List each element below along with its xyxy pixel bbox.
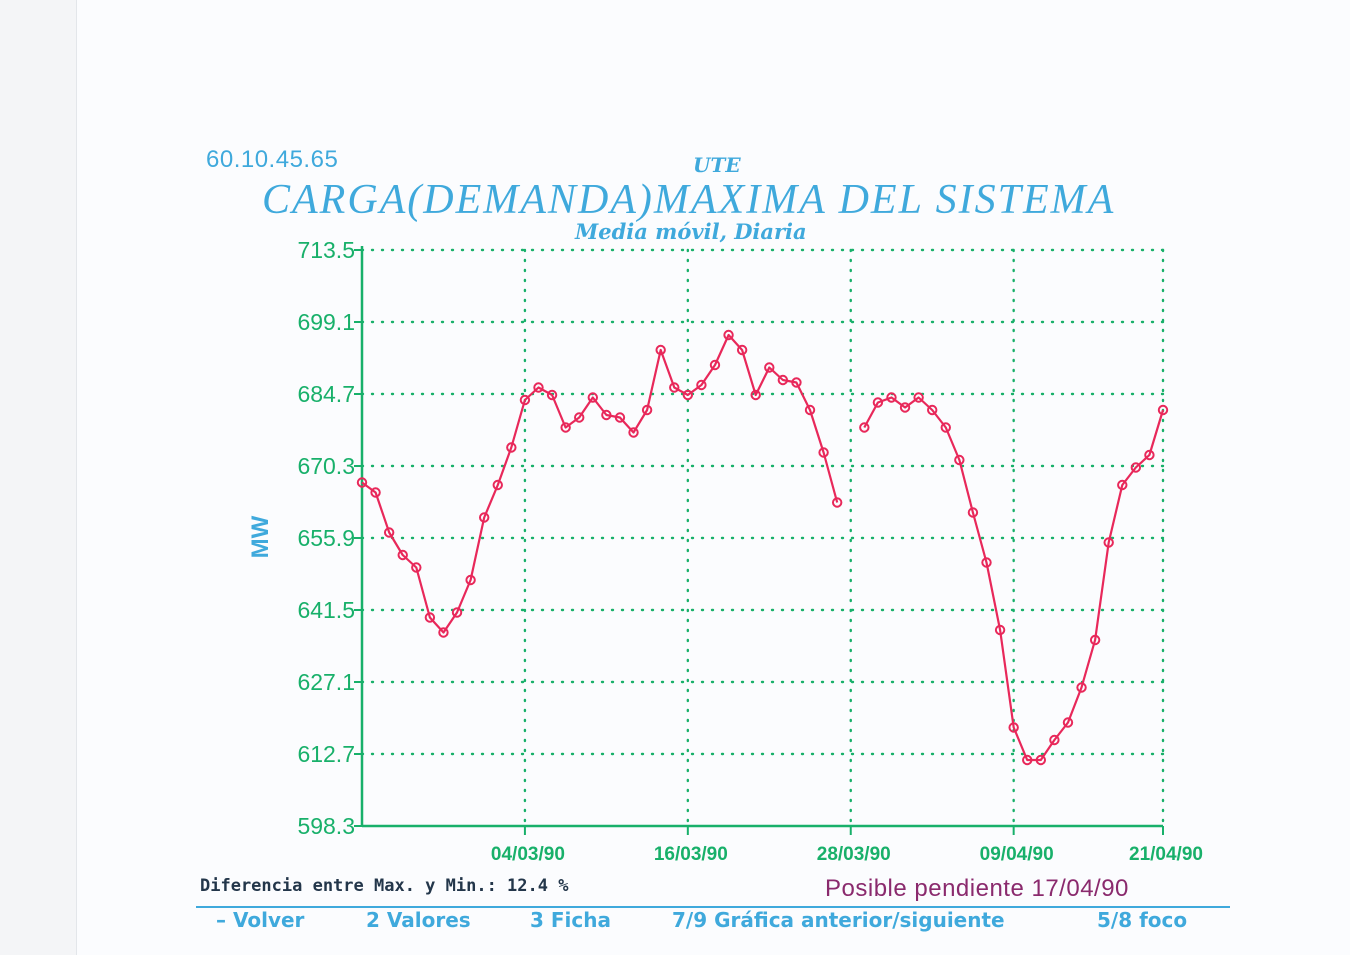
- y-tick-label: 670.3: [297, 453, 355, 479]
- data-point: [994, 624, 1006, 636]
- data-point: [791, 377, 802, 388]
- data-point: [519, 394, 531, 406]
- data-point: [370, 487, 381, 498]
- y-tick-label: 713.5: [297, 237, 355, 263]
- data-point: [356, 477, 368, 488]
- axes: [354, 246, 1164, 835]
- y-tick-label: 598.3: [297, 813, 355, 839]
- y-tick-label: 655.9: [297, 525, 355, 551]
- data-point: [764, 362, 775, 373]
- focus-menu-item[interactable]: 5/8 foco: [1097, 908, 1188, 932]
- series-points: [356, 329, 1169, 766]
- pending-note: Posible pendiente 17/04/90: [825, 875, 1129, 902]
- series-line: [361, 333, 1165, 762]
- data-point: [397, 549, 408, 561]
- data-point: [669, 382, 680, 393]
- data-point: [506, 442, 517, 453]
- x-tick-label: 04/03/90: [491, 844, 565, 865]
- data-point: [981, 557, 992, 568]
- x-tick-label: 21/04/90: [1129, 844, 1203, 865]
- data-point: [927, 404, 938, 416]
- data-point: [1076, 682, 1087, 693]
- data-point: [736, 344, 748, 356]
- data-point: [899, 402, 911, 413]
- data-point: [546, 389, 558, 401]
- y-tick-label: 699.1: [297, 309, 355, 335]
- data-point: [438, 627, 449, 638]
- back-menu-item[interactable]: – Volver: [216, 908, 305, 932]
- y-tick-label: 684.7: [297, 381, 355, 407]
- data-point: [709, 359, 721, 371]
- data-point: [1103, 537, 1114, 548]
- data-point: [601, 409, 612, 421]
- x-tick-label: 28/03/90: [817, 844, 891, 865]
- paper-sheet: [76, 0, 1350, 955]
- data-point: [940, 422, 951, 433]
- data-point: [872, 397, 884, 408]
- data-point: [492, 479, 503, 491]
- data-point: [655, 344, 666, 356]
- data-point: [723, 329, 734, 341]
- data-point: [533, 382, 544, 393]
- x-tick-label: 16/03/90: [654, 844, 728, 865]
- data-point: [913, 392, 924, 403]
- x-tick-labels: 04/03/90 16/03/90 28/03/90 09/04/90 21/04/90: [491, 844, 1203, 865]
- data-point: [465, 574, 476, 586]
- data-point: [1008, 722, 1019, 733]
- data-point: [587, 392, 598, 403]
- data-point: [424, 612, 436, 623]
- data-point: [818, 447, 829, 458]
- data-point: [954, 454, 965, 466]
- series-line-segment: [361, 333, 839, 634]
- data-point: [1062, 717, 1074, 728]
- values-menu-item[interactable]: 2 Valores: [366, 908, 471, 932]
- data-point: [1049, 734, 1060, 746]
- data-point: [696, 379, 707, 391]
- data-point: [1035, 754, 1047, 766]
- y-axis-label: MW: [247, 515, 274, 558]
- data-point: [1117, 479, 1128, 491]
- x-tick-label: 09/04/90: [980, 844, 1054, 865]
- data-point: [750, 389, 761, 401]
- data-point: [383, 527, 395, 538]
- y-tick-label: 627.1: [297, 669, 355, 695]
- data-point: [560, 422, 571, 433]
- y-tick-labels: 598.3 612.7 627.1 641.5 655.9 670.3 684.7 699.1…: [297, 237, 355, 839]
- series-line-segment: [863, 396, 1165, 762]
- data-point: [859, 422, 870, 433]
- data-point: [478, 512, 490, 523]
- data-point: [967, 507, 979, 518]
- data-point: [777, 374, 789, 386]
- data-point: [1022, 754, 1033, 766]
- data-point: [1144, 449, 1155, 461]
- data-point: [804, 404, 816, 416]
- organization-label: UTE: [693, 153, 741, 177]
- y-tick-label: 641.5: [297, 597, 355, 623]
- data-point: [451, 607, 463, 618]
- data-point: [1157, 404, 1169, 416]
- footer-divider: [196, 906, 1230, 908]
- data-point: [411, 562, 422, 573]
- station-code: 60.10.45.65: [206, 146, 339, 173]
- data-point: [831, 497, 843, 508]
- data-point: [574, 412, 585, 423]
- chart-subtitle: Media móvil, Diaria: [575, 219, 807, 244]
- graph-nav-menu-item[interactable]: 7/9 Gráfica anterior/siguiente: [672, 908, 1005, 932]
- grid: [360, 248, 1165, 828]
- data-point: [682, 389, 694, 401]
- chart-title: CARGA(DEMANDA)MAXIMA DEL SISTEMA: [262, 177, 1116, 223]
- data-point: [628, 427, 639, 438]
- data-point: [886, 392, 897, 403]
- card-menu-item[interactable]: 3 Ficha: [530, 908, 611, 932]
- data-point: [1130, 462, 1142, 473]
- y-tick-label: 612.7: [297, 741, 355, 767]
- data-point: [1089, 634, 1101, 646]
- data-point: [614, 412, 626, 423]
- data-point: [641, 404, 653, 416]
- min-max-difference: Diferencia entre Max. y Min.: 12.4 %: [200, 876, 569, 896]
